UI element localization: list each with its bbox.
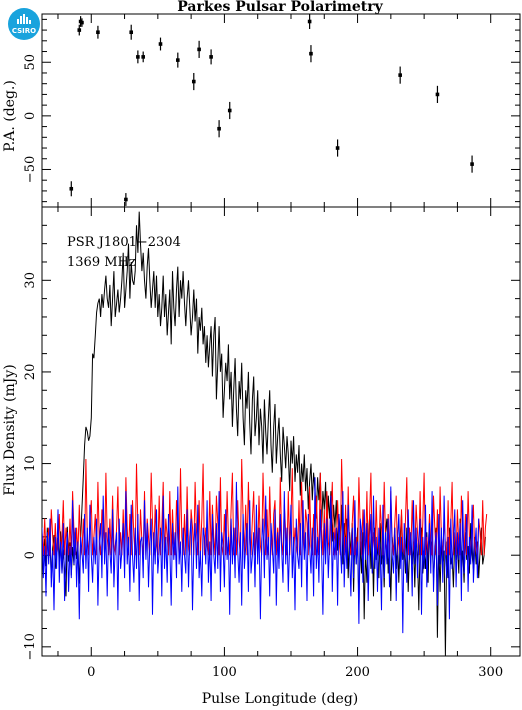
pa-point	[209, 55, 213, 59]
logo-text: CSIRO	[11, 27, 37, 35]
pa-point	[129, 30, 134, 35]
pa-point	[96, 30, 100, 35]
pa-point	[176, 58, 180, 62]
pa-point	[398, 73, 402, 77]
pa-point	[435, 92, 440, 97]
y-tick-label: 50	[23, 54, 38, 71]
pa-point	[335, 146, 340, 150]
flux-axis-label: Flux Density (mJy)	[2, 364, 18, 495]
pa-point	[77, 28, 82, 32]
y-tick-label: 0	[23, 551, 38, 559]
pa-frame	[41, 13, 521, 208]
flux-series-line-2	[42, 477, 480, 634]
y-tick-label: 10	[23, 455, 38, 472]
pa-point	[124, 197, 128, 202]
x-tick-label: 100	[212, 665, 237, 680]
pa-point	[470, 162, 474, 166]
pa-point	[191, 79, 196, 84]
pa-point	[307, 19, 312, 24]
pa-point	[158, 42, 163, 46]
pa-point	[217, 126, 221, 131]
y-tick-label: −50	[23, 156, 38, 183]
x-tick-label: 300	[478, 665, 503, 680]
x-axis-label: Pulse Longitude (deg)	[202, 691, 359, 707]
figure-labels: Parkes Pulsar Polarimetry P.A. (deg.) Fl…	[2, 0, 384, 707]
y-tick-label: −10	[23, 633, 38, 660]
position-angle-panel: −50 0 50	[23, 13, 521, 208]
frequency-annotation: 1369 MHz	[67, 255, 136, 270]
y-tick-label: 20	[23, 364, 38, 381]
csiro-logo: CSIRO	[8, 8, 40, 40]
flux-series-line-0	[42, 211, 486, 656]
pa-point	[197, 47, 201, 52]
pa-axis-label: P.A. (deg.)	[2, 80, 18, 152]
pa-point	[69, 186, 74, 191]
pa-point	[227, 108, 232, 113]
pa-point	[141, 55, 145, 59]
flux-frame	[41, 206, 521, 657]
x-tick-label: 200	[345, 665, 370, 680]
y-tick-label: 30	[23, 272, 38, 289]
pa-point	[309, 51, 313, 56]
figure-title: Parkes Pulsar Polarimetry	[177, 0, 383, 15]
y-tick-label: 0	[23, 112, 38, 120]
pa-point	[80, 20, 84, 25]
logo-icon	[17, 14, 31, 24]
pa-point	[136, 55, 140, 59]
x-tick-label: 0	[87, 665, 95, 680]
pulsar-name-annotation: PSR J1801−2304	[67, 235, 181, 250]
